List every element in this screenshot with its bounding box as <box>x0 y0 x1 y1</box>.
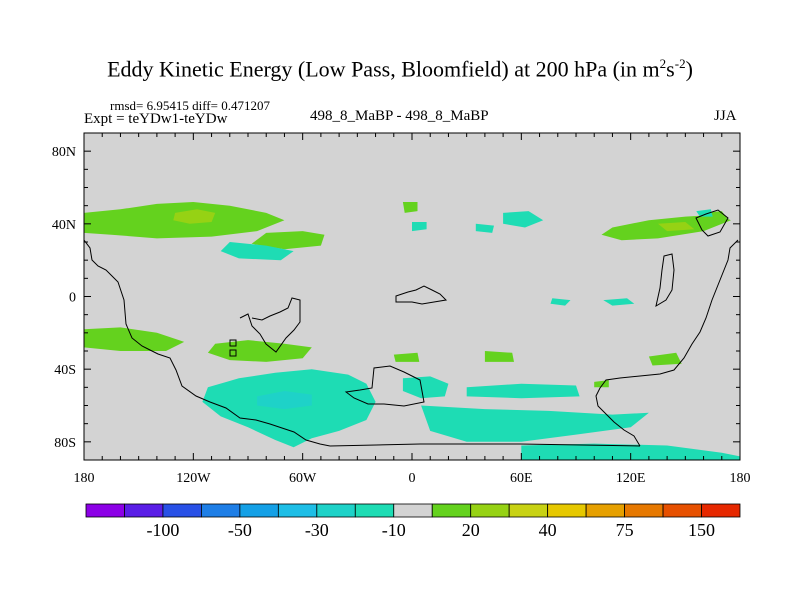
x-tick-label: 180 <box>730 471 751 486</box>
colorbar-bin <box>585 503 625 518</box>
y-tick-label: 80S <box>54 436 76 451</box>
coast-asia-east <box>595 239 739 447</box>
contour-sh-indian-sub <box>484 351 514 362</box>
contour-sh-aus-green <box>648 352 682 366</box>
coast-horn <box>395 285 448 305</box>
colorbar-bin <box>393 503 433 518</box>
coast-island-1 <box>229 339 237 347</box>
colorbar-bin <box>277 503 318 518</box>
x-tick-label: 180 <box>74 471 95 486</box>
colorbar-bin <box>354 503 395 518</box>
plot-area <box>84 133 740 460</box>
plot-frame <box>83 132 741 461</box>
coast-ne-asia <box>695 209 729 237</box>
colorbar-label: 20 <box>462 520 480 540</box>
stats-label: rmsd= 6.95415 diff= 0.471207 <box>110 98 270 113</box>
x-tick-label: 0 <box>409 471 416 486</box>
contour-nh-teal-small <box>696 209 713 217</box>
case-label: 498_8_MaBP - 498_8_MaBP <box>310 108 489 124</box>
colorbar-label: -10 <box>382 520 406 540</box>
colorbar-label: -50 <box>228 520 252 540</box>
coast-africa <box>344 365 425 407</box>
contour-sh-storm-1-core <box>257 391 312 410</box>
chart-title: Eddy Kinetic Energy (Low Pass, Bloomfiel… <box>107 56 693 82</box>
contour-nh-asia-teal2 <box>475 223 494 233</box>
coast-antarctic <box>329 443 641 447</box>
colorbar-bin <box>124 503 164 518</box>
colorbar-bin <box>201 503 241 518</box>
contour-nh-jet-west-core <box>173 209 216 224</box>
contour-fields <box>84 202 740 460</box>
colorbar-bin <box>316 503 356 518</box>
contour-eq-teal2 <box>550 298 571 306</box>
contour-sh-storm-2 <box>402 376 449 399</box>
contour-nh-jet-atlantic <box>251 231 325 250</box>
colorbar-bin <box>85 503 125 518</box>
colorbar-bin <box>547 503 587 518</box>
colorbar-bin <box>624 503 664 518</box>
colorbar-bin <box>162 503 202 518</box>
x-tick-label: 60E <box>510 471 533 486</box>
contour-sh-storm-3 <box>421 405 649 442</box>
coastline <box>84 209 739 447</box>
y-tick-label: 80N <box>52 145 76 160</box>
x-tick-label: 120E <box>616 471 646 486</box>
season-label: JJA <box>714 108 737 124</box>
colorbar-bin <box>662 503 702 518</box>
coast-na-west <box>84 239 331 447</box>
y-tick-label: 0 <box>69 291 76 306</box>
y-tick-label: 40N <box>52 218 76 233</box>
colorbar-bin <box>470 503 510 518</box>
contour-nh-asia-teal <box>503 211 544 228</box>
contour-nh-small-40 <box>402 202 418 213</box>
coast-sa <box>239 297 301 353</box>
experiment-label: Expt = teYDw1-teYDw <box>84 111 228 127</box>
contour-nh-atlantic-teal <box>220 242 294 261</box>
coast-island-2 <box>229 349 237 357</box>
colorbar-label: -100 <box>146 520 179 540</box>
contour-sh-small-atl <box>393 352 420 362</box>
colorbar-label: 75 <box>616 520 634 540</box>
contour-eq-teal <box>603 298 635 306</box>
colorbar-bin <box>701 503 741 518</box>
y-tick-label: 40S <box>54 363 76 378</box>
colorbar-bin <box>431 503 472 518</box>
colorbar-label: 40 <box>539 520 557 540</box>
x-tick-label: 120W <box>176 471 211 486</box>
axes: 180 120W 60W 0 60E 120E 180 80N 40N 0 40S 80S <box>52 132 751 486</box>
contour-nh-pacific-core <box>658 222 695 232</box>
colorbar-label: 150 <box>688 520 715 540</box>
x-tick-label: 60W <box>289 471 317 486</box>
colorbar-bin <box>508 503 549 518</box>
contour-sh-storm-4 <box>466 383 580 399</box>
colorbar: -100 -50 -30 -10 20 40 75 150 <box>85 503 741 540</box>
colorbar-bin <box>239 503 279 518</box>
colorbar-label: -30 <box>305 520 329 540</box>
coast-australia <box>655 253 675 308</box>
contour-nh-eurasia-teal <box>412 222 427 232</box>
contour-sh-polar-strip <box>521 443 740 460</box>
